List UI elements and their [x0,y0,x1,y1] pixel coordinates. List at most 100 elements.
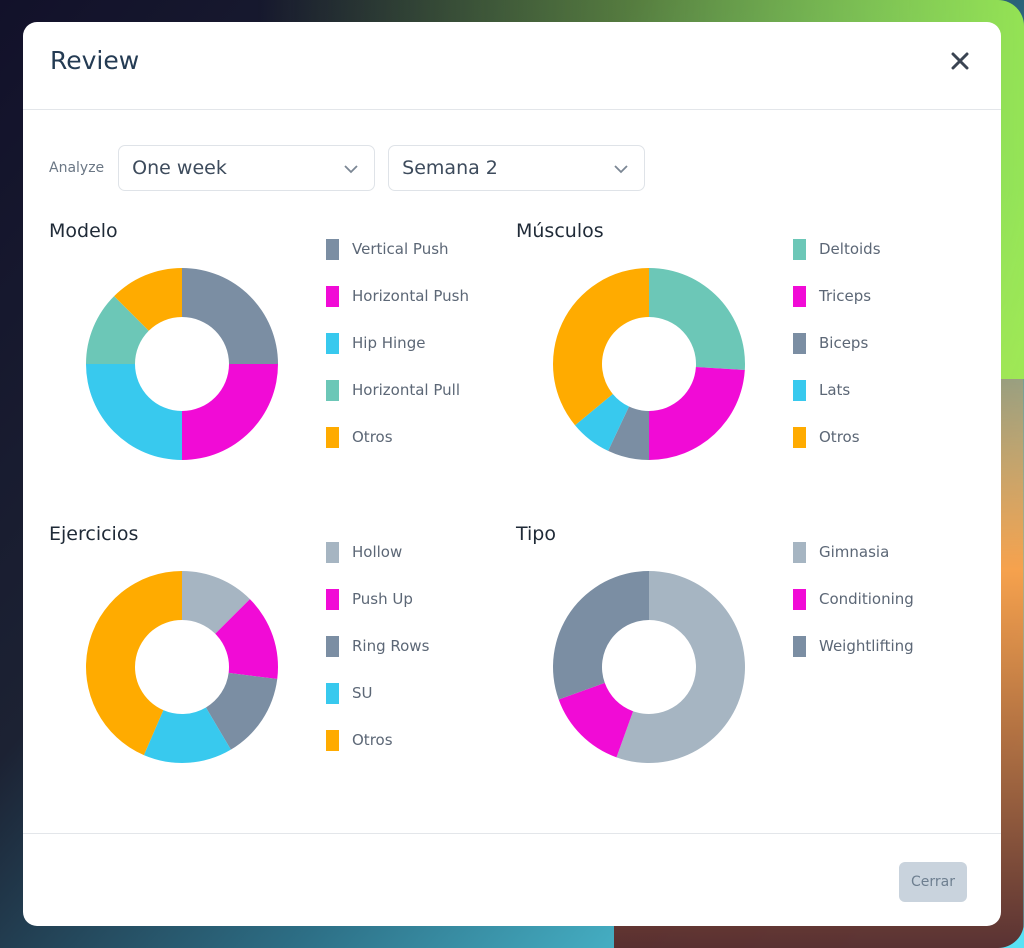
legend-item[interactable]: SU [326,682,429,704]
chevron-down-icon [344,159,358,178]
donut-slice-horizontal-push[interactable] [182,364,278,460]
legend-item[interactable]: Push Up [326,588,429,610]
chart-section-musculos: Músculos Deltoids Triceps Biceps Lats Otros [516,220,966,490]
chart-legend: Gimnasia Conditioning Weightlifting [793,541,914,682]
legend-label: Lats [819,381,851,399]
legend-label: Vertical Push [352,240,449,258]
legend-swatch [793,332,806,354]
legend-label: Conditioning [819,590,914,608]
legend-item[interactable]: Hollow [326,541,429,563]
legend-item[interactable]: Horizontal Pull [326,379,469,401]
legend-swatch [793,238,806,260]
legend-label: Otros [819,428,860,446]
legend-label: Biceps [819,334,869,352]
legend-swatch [326,285,339,307]
legend-swatch [793,426,806,448]
legend-label: Weightlifting [819,637,914,655]
donut-slice-vertical-push[interactable] [182,268,278,364]
donut-slice-otros[interactable] [85,571,182,756]
filter-bar: Analyze One week Semana 2 [49,145,646,191]
donut-slice-weightlifting[interactable] [553,571,649,700]
legend-swatch [793,379,806,401]
legend-label: Ring Rows [352,637,430,655]
legend-item[interactable]: Otros [793,426,881,448]
modal-title: Review [50,46,140,75]
legend-item[interactable]: Biceps [793,332,881,354]
legend-label: SU [352,684,373,702]
period-select-value: One week [132,157,227,179]
modal-footer: Cerrar [23,833,1001,926]
donut-slice-triceps[interactable] [649,366,745,460]
donut-slice-deltoids[interactable] [649,268,745,371]
legend-item[interactable]: Otros [326,729,429,751]
donut-slice-horizontal-pull[interactable] [86,296,149,364]
legend-swatch [326,379,339,401]
legend-item[interactable]: Ring Rows [326,635,429,657]
chart-legend: Vertical Push Horizontal Push Hip Hinge Hor… [326,238,469,473]
donut-slice-biceps[interactable] [608,406,649,460]
legend-label: Otros [352,731,393,749]
donut-chart-musculos [553,268,745,460]
analyze-label: Analyze [49,160,105,176]
legend-swatch [326,238,339,260]
legend-label: Horizontal Push [352,287,469,305]
legend-label: Triceps [819,287,872,305]
legend-swatch [793,541,806,563]
legend-label: Deltoids [819,240,881,258]
chart-title: Modelo [49,220,118,242]
legend-item[interactable]: Vertical Push [326,238,469,260]
chart-title: Ejercicios [49,523,139,545]
legend-item[interactable]: Otros [326,426,469,448]
legend-label: Gimnasia [819,543,890,561]
donut-slice-gimnasia[interactable] [616,571,745,763]
chart-section-ejercicios: Ejercicios Hollow Push Up Ring Rows SU Otros [49,523,499,793]
legend-item[interactable]: Deltoids [793,238,881,260]
chart-section-tipo: Tipo Gimnasia Conditioning Weightlifting [516,523,966,793]
week-select-value: Semana 2 [402,157,498,179]
legend-swatch [326,682,339,704]
legend-swatch [326,588,339,610]
legend-item[interactable]: Weightlifting [793,635,914,657]
legend-item[interactable]: Hip Hinge [326,332,469,354]
legend-swatch [793,588,806,610]
legend-swatch [326,635,339,657]
legend-label: Otros [352,428,393,446]
donut-slice-lats[interactable] [575,393,629,451]
donut-slice-push-up[interactable] [215,599,278,680]
legend-item[interactable]: Conditioning [793,588,914,610]
legend-item[interactable]: Triceps [793,285,881,307]
legend-swatch [326,426,339,448]
modal-header: Review [23,22,1001,110]
legend-label: Hip Hinge [352,334,426,352]
chart-title: Tipo [516,523,556,545]
cerrar-button[interactable]: Cerrar [899,862,967,902]
chevron-down-icon [614,159,628,178]
chart-legend: Hollow Push Up Ring Rows SU Otros [326,541,429,776]
chart-title: Músculos [516,220,604,242]
close-icon[interactable] [949,50,971,72]
chart-legend: Deltoids Triceps Biceps Lats Otros [793,238,881,473]
legend-item[interactable]: Lats [793,379,881,401]
donut-slice-su[interactable] [143,707,231,763]
legend-swatch [326,541,339,563]
donut-chart-modelo [86,268,278,460]
donut-slice-conditioning[interactable] [558,682,634,758]
donut-slice-otros[interactable] [114,268,182,331]
legend-label: Push Up [352,590,413,608]
legend-item[interactable]: Horizontal Push [326,285,469,307]
period-select[interactable]: One week [118,145,376,191]
donut-slice-hip-hinge[interactable] [86,364,182,460]
week-select[interactable]: Semana 2 [388,145,646,191]
donut-slice-hollow[interactable] [182,571,250,634]
chart-section-modelo: Modelo Vertical Push Horizontal Push Hip H… [49,220,499,490]
legend-swatch [793,285,806,307]
donut-slice-ring-rows[interactable] [205,672,278,750]
legend-label: Horizontal Pull [352,381,460,399]
legend-swatch [326,729,339,751]
legend-swatch [793,635,806,657]
donut-chart-tipo [553,571,745,763]
legend-item[interactable]: Gimnasia [793,541,914,563]
donut-chart-ejercicios [85,571,278,763]
donut-slice-otros[interactable] [553,268,649,426]
legend-label: Hollow [352,543,403,561]
